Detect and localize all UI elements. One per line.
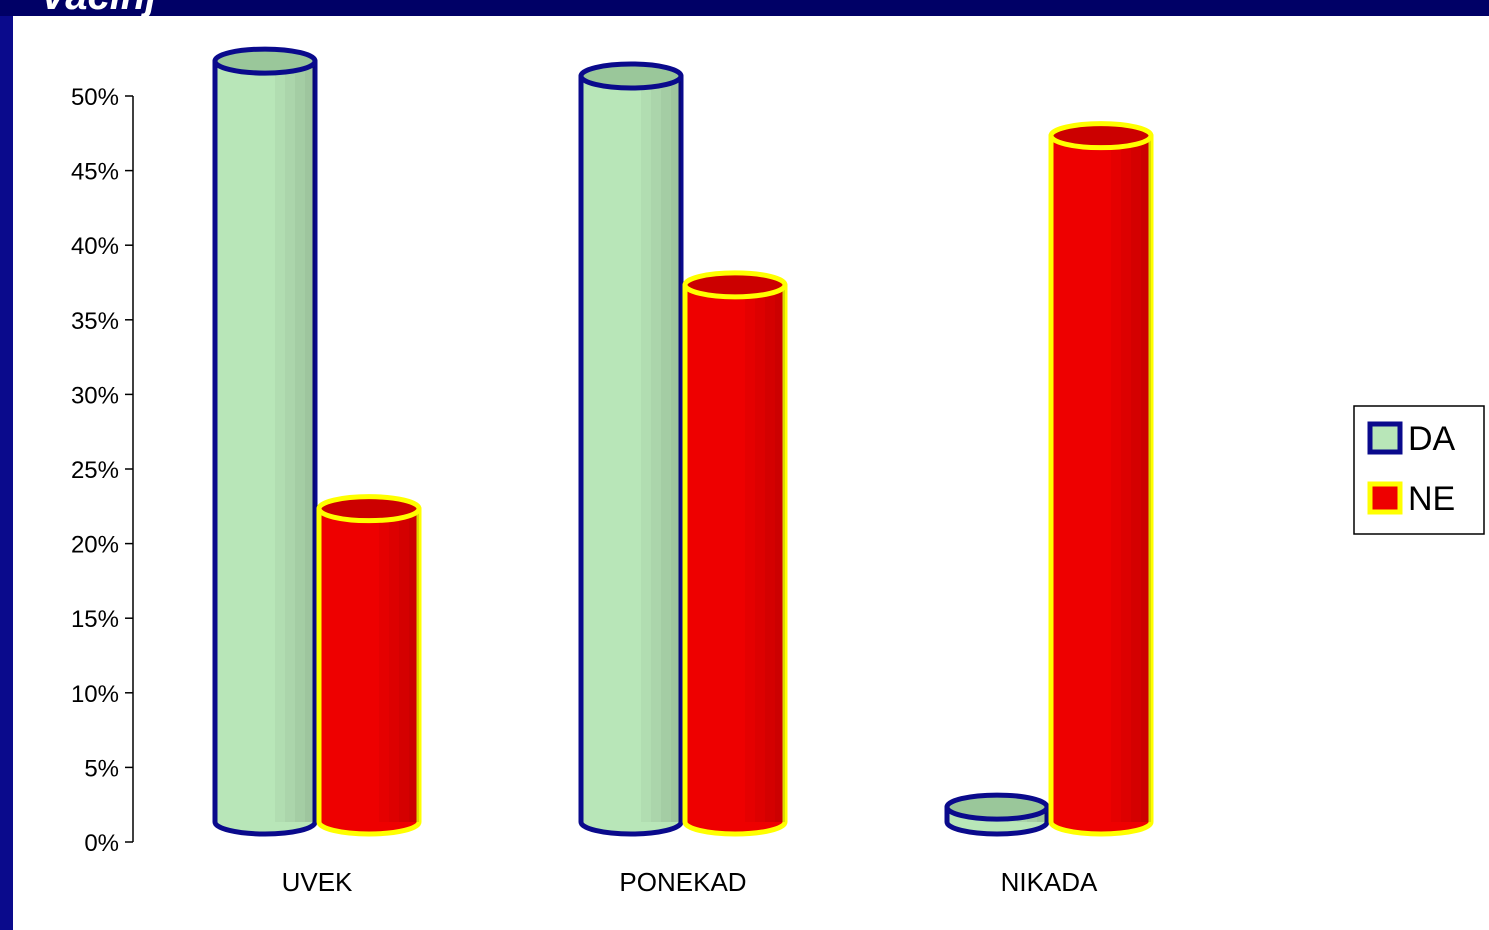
y-tick-label: 45%: [71, 159, 119, 186]
bar-shade: [775, 284, 785, 822]
y-axis: 0% 5% 10% 15% 20% 25% 30% 35% 40% 45% 50%: [71, 84, 134, 857]
bar-top: [1048, 121, 1154, 151]
slide-title: Vacinj: [40, 0, 156, 19]
bar-ne-uvek: [316, 494, 422, 837]
bar-body: [578, 73, 684, 837]
bar-da-ponekad: [578, 61, 684, 837]
y-tick-label: 30%: [71, 382, 119, 409]
bar-shade: [399, 508, 409, 822]
chart-area: 0% 5% 10% 15% 20% 25% 30% 35% 40% 45% 50% UVEK PONE…: [13, 16, 1489, 930]
legend: DA NE: [1353, 405, 1485, 535]
bar-shade: [641, 76, 651, 822]
y-tick-label: 0%: [84, 830, 119, 857]
window-top-bar: [0, 0, 1489, 16]
bar-ne-nikada: [1048, 121, 1154, 837]
bars: [212, 46, 1154, 837]
bar-ne-ponekad: [682, 270, 788, 837]
bar-chart: 0% 5% 10% 15% 20% 25% 30% 35% 40% 45% 50% UVEK PONE…: [71, 46, 1485, 897]
bar-shade: [661, 76, 671, 822]
bar-da-uvek: [212, 46, 318, 837]
y-tick-label: 20%: [71, 532, 119, 559]
legend-label-ne: NE: [1408, 480, 1455, 518]
bar-shade: [671, 76, 681, 822]
y-tick-label: 35%: [71, 308, 119, 335]
bar-shade: [755, 284, 765, 822]
bar-shade: [389, 508, 399, 822]
y-tick-label: 15%: [71, 606, 119, 633]
category-labels: UVEK PONEKAD NIKADA: [282, 867, 1098, 897]
bar-body: [682, 282, 788, 837]
y-tick-label: 40%: [71, 233, 119, 260]
legend-label-da: DA: [1408, 420, 1456, 458]
legend-swatch-da: [1367, 421, 1403, 455]
legend-swatch-ne: [1367, 481, 1403, 515]
bar-shade: [295, 61, 305, 822]
bar-shade: [409, 508, 419, 822]
bar-shade: [765, 284, 775, 822]
bar-top: [316, 494, 422, 524]
bar-shade: [1111, 136, 1121, 822]
bar-top: [682, 270, 788, 300]
bar-body: [316, 506, 422, 837]
bar-shade: [305, 61, 315, 822]
bar-body: [212, 58, 318, 837]
y-tick-label: 10%: [71, 681, 119, 708]
bar-shade: [745, 285, 755, 822]
bar-top: [944, 792, 1050, 822]
bar-shade: [1121, 135, 1131, 822]
category-label: PONEKAD: [619, 867, 746, 897]
bar-da-nikada: [944, 792, 1050, 837]
bar-shade: [1131, 135, 1141, 822]
bar-shade: [275, 61, 285, 822]
bar-shade: [379, 509, 389, 822]
bar-body: [1048, 133, 1154, 837]
bar-shade: [1141, 135, 1151, 822]
bar-shade: [285, 61, 295, 822]
category-label: UVEK: [282, 867, 353, 897]
bar-top: [212, 46, 318, 76]
bar-shade: [651, 76, 661, 822]
y-tick-label: 25%: [71, 457, 119, 484]
category-label: NIKADA: [1001, 867, 1098, 897]
y-tick-label: 5%: [84, 755, 119, 782]
y-tick-label: 50%: [71, 84, 119, 111]
bar-top: [578, 61, 684, 91]
